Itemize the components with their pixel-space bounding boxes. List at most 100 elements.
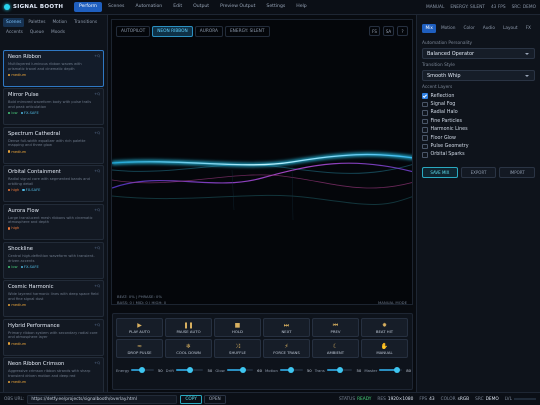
personality-select[interactable]: Balanced Operator: [422, 48, 535, 59]
tag-dot: [8, 112, 11, 115]
control-button[interactable]: ▶ PLAY AUTO: [116, 318, 163, 337]
slider-thumb[interactable]: [336, 367, 343, 373]
scene-card[interactable]: Hybrid Performance Primary ribbon system …: [3, 318, 104, 356]
layer-row[interactable]: Harmonic Lines: [422, 126, 535, 134]
scene-tags: low FX-SAFE: [8, 111, 99, 115]
nav-tab[interactable]: Edit: [173, 4, 183, 9]
panel-tab[interactable]: Transitions: [74, 20, 98, 25]
slider-track[interactable]: [379, 367, 403, 373]
stage-chip[interactable]: ENERGY: SILENT: [224, 26, 270, 37]
checkbox[interactable]: [422, 110, 428, 116]
stage-tool[interactable]: FS: [369, 26, 380, 36]
stage-chip[interactable]: AURORA: [194, 26, 223, 37]
control-button[interactable]: ☾ AMBIENT: [312, 339, 359, 358]
slider-thumb[interactable]: [288, 367, 295, 373]
panel-tab[interactable]: Color: [463, 26, 475, 31]
scene-card[interactable]: Shockline Central high-definition wavefor…: [3, 241, 104, 279]
checkbox[interactable]: [422, 93, 428, 99]
slider-thumb[interactable]: [394, 367, 401, 373]
stage: AUTOPILOT NEON RIBBON AURORA ENERGY: SILENT…: [111, 19, 413, 305]
nav-tab[interactable]: Settings: [266, 4, 286, 9]
panel-tab[interactable]: Moods: [51, 30, 65, 35]
layer-row[interactable]: Orbital Sparks: [422, 151, 535, 159]
control-button[interactable]: ≈ DROP PULSE: [116, 339, 163, 358]
slider-thumb[interactable]: [186, 367, 193, 373]
scene-card[interactable]: Neon Ribbon Multilayered luminous ribbon …: [3, 50, 104, 87]
tag-text: high: [11, 188, 20, 193]
stat-value: 1920×1080: [387, 396, 414, 402]
panel-tab[interactable]: Palettes: [28, 20, 46, 25]
transition-select[interactable]: Smooth Whip: [422, 70, 535, 81]
slider-track[interactable]: [226, 367, 254, 373]
slider-track[interactable]: [279, 367, 303, 373]
slider-label: Master: [364, 367, 378, 373]
nav-tab[interactable]: Help: [296, 4, 307, 9]
scene-card[interactable]: Aurora Flow Large translucent mesh ribbon…: [3, 203, 104, 241]
footer-button[interactable]: OPEN: [203, 394, 226, 404]
slider-track[interactable]: [131, 367, 154, 373]
scene-card[interactable]: Spectrum Cathedral Dense full-width equal…: [3, 126, 104, 164]
stage-tool[interactable]: ?: [397, 26, 408, 36]
action-button[interactable]: IMPORT: [499, 167, 536, 179]
action-button[interactable]: EXPORT: [460, 167, 497, 179]
layer-row[interactable]: Fine Particles: [422, 117, 535, 125]
slider-track[interactable]: [175, 367, 204, 373]
scene-card[interactable]: Orbital Containment Radial signal core wi…: [3, 165, 104, 202]
slider-thumb[interactable]: [239, 367, 246, 373]
field-label: Automation Personality: [422, 41, 473, 46]
layer-row[interactable]: Reflection: [422, 92, 535, 100]
scene-shortcut: +Q: [94, 92, 100, 97]
button-icon: ❄: [185, 342, 192, 350]
control-button[interactable]: ❚❚ PAUSE AUTO: [165, 318, 212, 337]
checkbox[interactable]: [422, 135, 428, 141]
panel-tab[interactable]: Queue: [29, 30, 45, 35]
panel-tab[interactable]: Audio: [482, 26, 495, 31]
slider-fill: [131, 369, 143, 371]
button-icon: ■: [234, 321, 241, 329]
nav-tab[interactable]: Perform: [74, 2, 103, 12]
slider-track[interactable]: [326, 367, 353, 373]
control-button[interactable]: ✋ MANUAL: [361, 339, 408, 358]
stage-chip[interactable]: NEON RIBBON: [152, 26, 193, 37]
panel-tab[interactable]: Scenes: [3, 18, 25, 27]
scene-card[interactable]: Neon Ribbon Crimson Aggressive crimson ri…: [3, 357, 104, 394]
panel-tab[interactable]: Motion: [440, 26, 456, 31]
nav-tab[interactable]: Output: [193, 4, 210, 9]
checkbox[interactable]: [422, 143, 428, 150]
nav-tab[interactable]: Scenes: [108, 4, 125, 9]
layer-row[interactable]: Pulse Geometry: [422, 142, 535, 150]
status-item: ENERGY: SILENT: [450, 4, 485, 10]
layer-row[interactable]: Floor Glow: [422, 134, 535, 142]
stage-chip[interactable]: AUTOPILOT: [116, 26, 151, 37]
checkbox[interactable]: [422, 127, 428, 133]
panel-tab[interactable]: FX: [525, 26, 531, 31]
url-field[interactable]: https://detfy.ee/projects/signalbooth/ov…: [27, 394, 178, 404]
layer-row[interactable]: Radial Halo: [422, 109, 535, 117]
panel-tab[interactable]: Mix: [422, 24, 437, 33]
control-button[interactable]: ■ HOLD: [214, 318, 261, 337]
level-label: LVL: [504, 396, 512, 402]
control-button[interactable]: ⚡ FORCE TRANS: [263, 339, 310, 358]
footer-button[interactable]: COPY: [180, 394, 202, 404]
stage-tool[interactable]: SA: [383, 26, 394, 36]
panel-tab[interactable]: Layout: [502, 26, 518, 31]
nav-tab[interactable]: Automation: [135, 4, 163, 9]
panel-tab[interactable]: Accents: [6, 30, 23, 35]
nav-tab[interactable]: Preview Output: [220, 4, 256, 9]
control-button[interactable]: ⏭ NEXT: [263, 318, 310, 337]
slider-value: 50: [207, 367, 213, 373]
scene-description: Large translucent mesh ribbons with cine…: [8, 215, 93, 225]
slider-thumb[interactable]: [139, 367, 146, 373]
panel-tab[interactable]: Motion: [52, 20, 68, 25]
checkbox[interactable]: [422, 101, 428, 108]
scene-card[interactable]: Mirror Pulse Bold mirrored waveform body …: [3, 88, 104, 126]
checkbox[interactable]: [422, 118, 428, 125]
control-button[interactable]: ⏮ PREV: [312, 318, 359, 337]
layer-row[interactable]: Signal Fog: [422, 100, 535, 108]
control-button[interactable]: ❄ COOL DOWN: [165, 339, 212, 358]
action-button[interactable]: SAVE MIX: [422, 167, 458, 179]
control-button[interactable]: ✸ BEAT HIT: [361, 318, 408, 337]
scene-card[interactable]: Cosmic Harmonic Wide layered harmonic lin…: [3, 280, 104, 318]
checkbox[interactable]: [422, 152, 428, 158]
control-button[interactable]: ⤨ SHUFFLE: [214, 339, 261, 358]
